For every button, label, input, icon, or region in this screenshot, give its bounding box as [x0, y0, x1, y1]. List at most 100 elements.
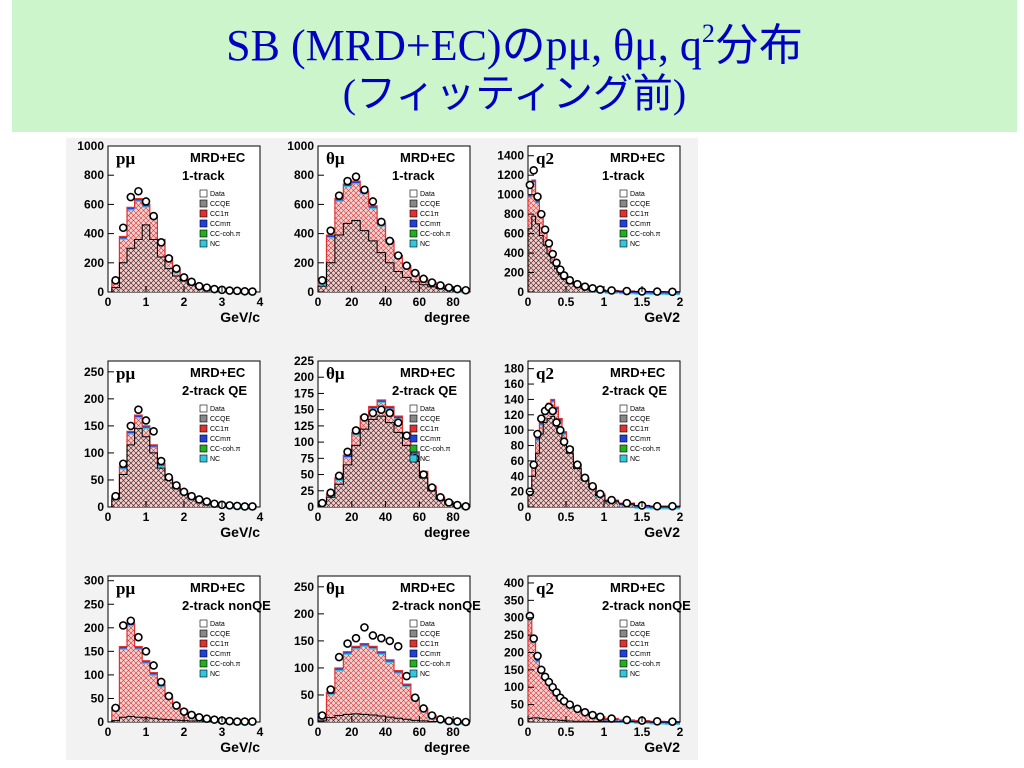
data-point: [134, 405, 143, 414]
legend-label: CC-coh.π: [630, 446, 661, 453]
legend-swatch: [409, 629, 418, 638]
data-point: [232, 286, 242, 296]
y-tick-label: 600: [294, 197, 314, 211]
legend-label: NC: [210, 241, 220, 248]
data-point: [118, 459, 128, 469]
bar-ccqe: [554, 422, 559, 507]
bar-ccqe: [195, 500, 203, 507]
legend-label: CCQE: [210, 416, 231, 423]
data-point: [141, 197, 151, 206]
variable-label: q2: [536, 364, 554, 383]
data-point: [134, 186, 143, 196]
bar-nc-cap: [528, 196, 532, 198]
y-tick-label: 800: [84, 168, 104, 182]
data-point: [419, 470, 428, 479]
legend-swatch: [199, 454, 208, 463]
y-tick-label: 200: [294, 370, 314, 384]
sample-label: MRD+EC: [610, 580, 666, 595]
data-point: [393, 418, 403, 427]
bar-ccqe: [326, 497, 335, 507]
bar-nc-cap: [561, 433, 567, 435]
bar-ccqe: [558, 430, 563, 507]
x-tick-label: 2: [181, 295, 188, 309]
y-tick-label: 1200: [497, 168, 524, 182]
data-point: [368, 197, 378, 206]
bar-ccqe: [368, 240, 378, 292]
legend-swatch: [409, 414, 418, 423]
legend-swatch: [619, 649, 628, 658]
bar-ccqe: [111, 287, 120, 292]
bar-ccqe: [142, 224, 150, 292]
bar-ccqe: [334, 484, 344, 507]
y-tick-label: 400: [84, 227, 104, 241]
data-point: [419, 274, 428, 284]
bar-ccqe: [157, 719, 165, 722]
data-point: [248, 717, 257, 726]
data-point: [210, 499, 219, 509]
bar-nc-cap: [142, 206, 150, 208]
legend-swatch: [619, 199, 628, 208]
data-point: [580, 282, 590, 291]
data-point: [343, 176, 352, 186]
x-tick-label: 20: [345, 510, 359, 524]
legend-label: CCmπ: [420, 221, 441, 228]
bar-ccqe: [535, 223, 540, 292]
legend-swatch: [199, 434, 208, 443]
data-point: [187, 710, 196, 720]
legend-label: CCmπ: [210, 436, 231, 443]
subsample-label: 2-track QE: [182, 383, 247, 398]
data-point: [141, 647, 151, 656]
x-tick-label: 60: [413, 510, 427, 524]
bar-ccqe: [318, 286, 327, 292]
data-point: [544, 239, 554, 248]
y-tick-label: 0: [307, 715, 314, 729]
y-tick-label: 50: [511, 698, 525, 712]
bar-nc-cap: [394, 672, 403, 674]
bar-ccqe: [377, 252, 386, 292]
data-point: [118, 223, 128, 233]
x-tick-label: 1: [601, 510, 608, 524]
data-point: [156, 456, 166, 466]
bar-nc-cap: [149, 674, 158, 676]
y-tick-label: 150: [294, 634, 314, 648]
data-point: [427, 711, 437, 720]
bar-ccqe: [351, 220, 361, 292]
x-tick-label: 1: [143, 725, 150, 739]
data-point: [525, 611, 535, 621]
y-tick-label: 250: [84, 365, 104, 379]
bar-ccqe: [550, 262, 555, 292]
bar-ccqe: [402, 719, 411, 722]
x-tick-label: 3: [219, 295, 226, 309]
data-point: [419, 704, 428, 713]
data-point: [351, 426, 361, 435]
data-point: [453, 717, 462, 726]
legend-swatch: [409, 199, 418, 208]
data-point: [232, 501, 242, 511]
bar-ccmpi-cap: [326, 235, 335, 238]
x-tick-label: 1.5: [634, 725, 651, 739]
data-point: [248, 287, 257, 296]
bar-nc-cap: [142, 662, 150, 664]
legend-label: NC: [630, 456, 640, 463]
y-tick-label: 350: [504, 593, 524, 607]
bar-ccmpi-cap: [550, 399, 555, 402]
y-tick-label: 250: [294, 580, 314, 594]
bar-nc-cap: [134, 417, 143, 419]
sample-label: MRD+EC: [610, 365, 666, 380]
y-tick-label: 200: [84, 392, 104, 406]
y-tick-label: 1000: [497, 188, 524, 202]
x-axis-label: degree: [424, 739, 470, 755]
x-tick-label: 0: [525, 295, 532, 309]
data-point: [622, 286, 632, 296]
bar-ccqe: [127, 444, 135, 507]
data-point: [248, 502, 257, 511]
legend-swatch: [619, 629, 628, 638]
data-point: [240, 717, 250, 726]
data-point: [343, 447, 352, 457]
data-point: [588, 481, 597, 491]
legend-swatch: [199, 444, 208, 453]
data-point: [427, 483, 437, 492]
bar-ccqe: [368, 714, 378, 722]
bar-ccqe: [394, 718, 403, 722]
bar-nc-cap: [119, 238, 127, 240]
